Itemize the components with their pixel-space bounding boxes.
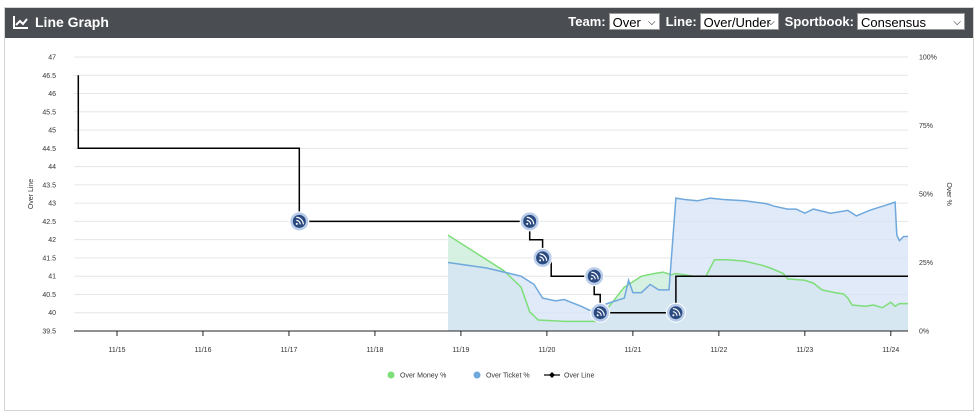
sportsbook-select-value: Consensus (861, 15, 927, 30)
x-tick-label: 11/17 (280, 347, 297, 354)
y-right-axis-title: Over % (945, 182, 952, 205)
chevron-down-icon: ⌵ (648, 17, 656, 28)
rss-icon (296, 216, 304, 225)
rss-icon-dot (539, 259, 542, 262)
rss-icon-dot (672, 314, 675, 317)
y-left-tick-label: 44 (48, 164, 56, 171)
y-left-tick-label: 39.5 (42, 329, 56, 336)
chevron-down-icon: ⌵ (767, 17, 775, 28)
rss-icon-dot (295, 222, 298, 225)
x-tick-label: 11/22 (710, 347, 727, 354)
x-tick-label: 11/23 (796, 347, 813, 354)
line-move-marker (590, 302, 611, 323)
y-left-tick-label: 40.5 (42, 292, 56, 299)
legend-swatch (473, 371, 481, 379)
x-tick-label: 11/16 (194, 347, 211, 354)
team-select[interactable]: Over ⌵ (608, 13, 660, 30)
rss-icon (526, 216, 535, 225)
rss-icon-dot (526, 222, 529, 225)
line-select[interactable]: Over/Under ⌵ (699, 13, 779, 30)
y-left-tick-label: 41 (48, 274, 56, 281)
legend-swatch-diamond (549, 372, 555, 378)
chevron-down-icon: ⌵ (953, 17, 961, 28)
y-right-tick-label: 25% (919, 260, 933, 267)
panel-title: Line Graph (13, 14, 109, 30)
rss-icon (597, 308, 605, 316)
legend-label: Over Money % (400, 373, 446, 380)
legend-label: Over Ticket % (486, 373, 530, 380)
line-chart-icon (13, 16, 28, 29)
y-left-tick-label: 45.5 (42, 109, 56, 116)
team-label: Team: (568, 14, 606, 29)
y-right-tick-label: 50% (919, 192, 933, 199)
legend-label: Over Line (564, 373, 594, 380)
panel-header: Line Graph Team: Over ⌵ Line: Over/Under ⌵… (5, 8, 973, 38)
sportsbook-label: Sportbook: (784, 14, 854, 29)
y-left-tick-label: 44.5 (42, 146, 56, 153)
x-tick-label: 11/15 (108, 347, 125, 354)
y-left-tick-label: 43.5 (42, 182, 56, 189)
y-left-tick-label: 40 (48, 310, 56, 317)
y-right-tick-label: 0% (919, 329, 929, 336)
x-tick-label: 11/18 (366, 347, 383, 354)
y-left-tick-label: 45 (48, 128, 56, 135)
y-left-tick-label: 46 (48, 91, 56, 98)
x-tick-label: 11/21 (624, 347, 641, 354)
rss-icon-dot (590, 277, 593, 280)
line-move-marker (519, 211, 540, 232)
y-left-tick-label: 42.5 (42, 219, 56, 226)
rss-icon (539, 253, 548, 262)
y-left-axis-title: Over Line (28, 179, 35, 209)
line-move-marker (289, 211, 310, 232)
area-over-ticket- (448, 198, 908, 331)
series-line-over-ticket- (447, 197, 908, 312)
line-select-value: Over/Under (703, 15, 771, 30)
y-right-tick-label: 75% (919, 123, 933, 130)
x-tick-label: 11/24 (882, 347, 899, 354)
x-tick-label: 11/19 (452, 347, 469, 354)
line-move-marker (584, 266, 605, 287)
line-move-marker (532, 247, 553, 268)
legend-swatch (387, 371, 395, 379)
rss-icon-dot (596, 314, 599, 317)
line-move-marker (665, 302, 686, 323)
filter-controls: Team: Over ⌵ Line: Over/Under ⌵ Sportbook:… (562, 13, 965, 30)
y-left-tick-label: 47 (48, 55, 56, 62)
y-left-tick-label: 41.5 (42, 255, 56, 262)
y-left-tick-label: 46.5 (42, 73, 56, 80)
y-left-tick-label: 43 (48, 201, 56, 208)
x-tick-label: 11/20 (538, 347, 555, 354)
y-right-tick-label: 100% (919, 55, 937, 62)
rss-icon (672, 308, 681, 316)
team-select-value: Over (612, 15, 641, 30)
y-left-tick-label: 42 (48, 237, 56, 244)
rss-icon (591, 271, 599, 280)
line-label: Line: (665, 14, 697, 29)
sportsbook-select[interactable]: Consensus ⌵ (857, 13, 965, 30)
panel-title-text: Line Graph (35, 14, 109, 30)
